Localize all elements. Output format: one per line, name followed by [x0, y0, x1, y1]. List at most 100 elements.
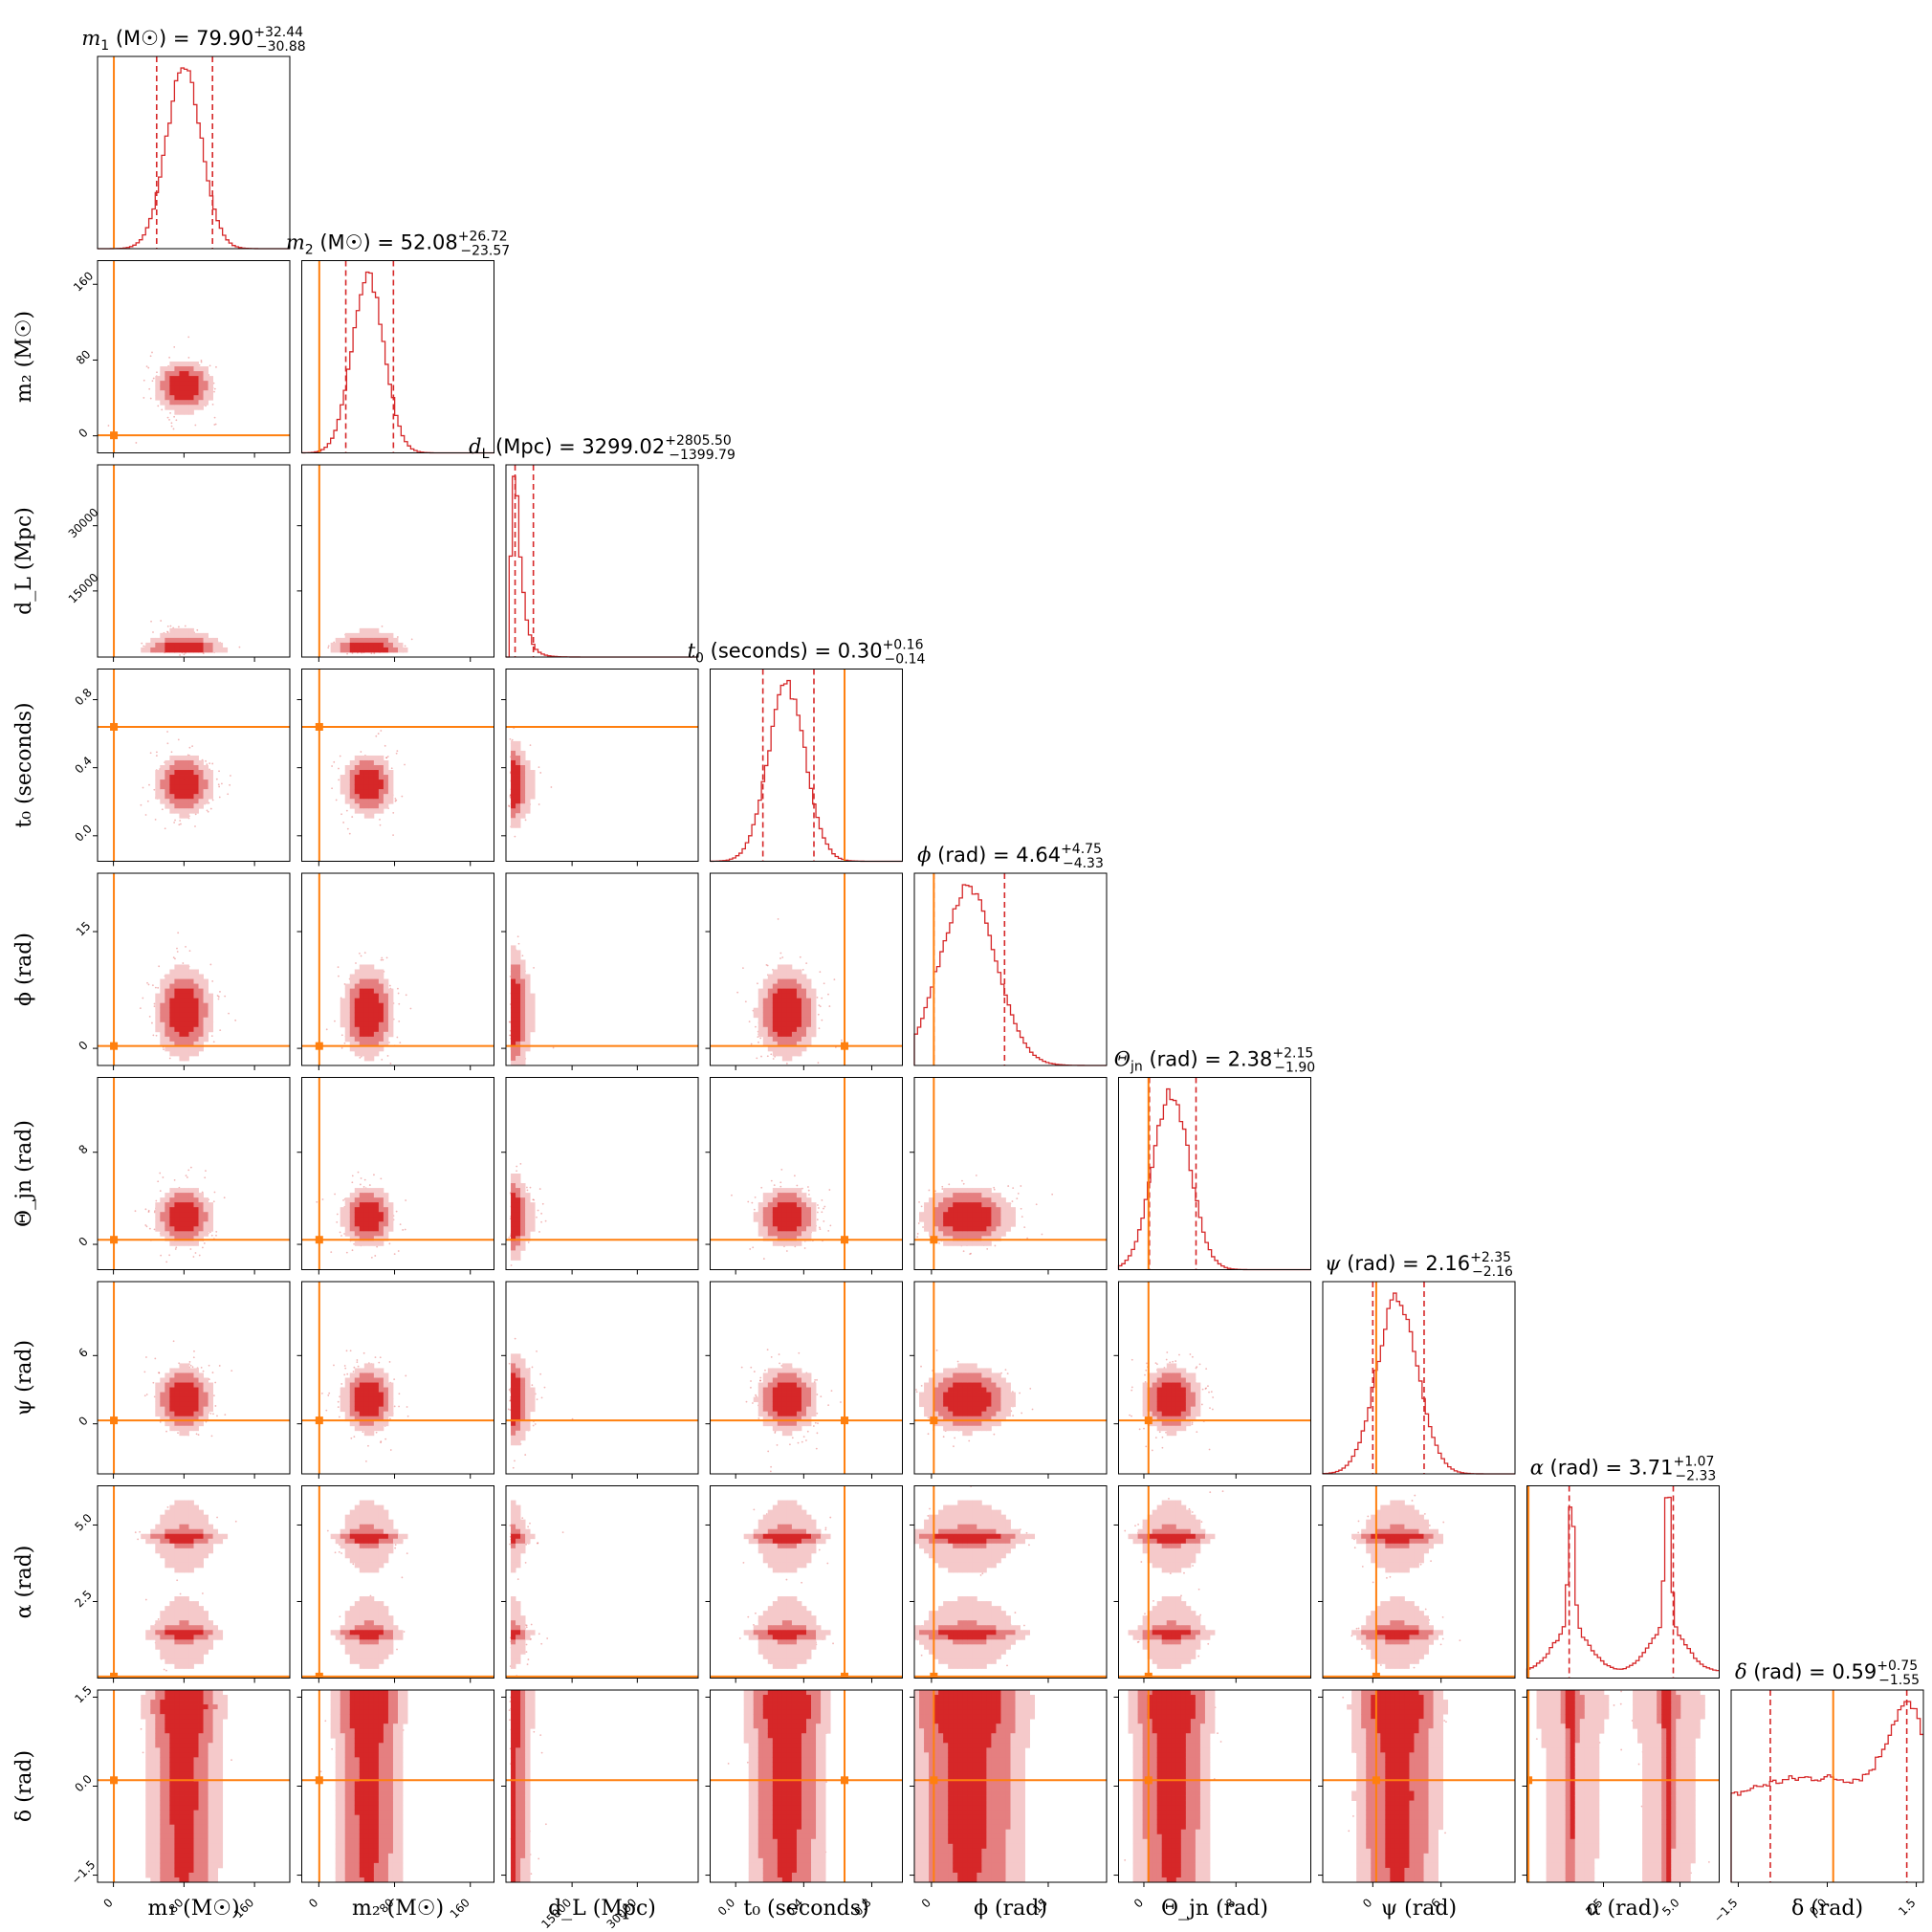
density-cell	[179, 1197, 185, 1203]
density-cell	[373, 1425, 380, 1432]
density-cell	[933, 1197, 939, 1203]
density-cell	[530, 1021, 536, 1028]
sample-point	[134, 1210, 137, 1213]
sample-point	[766, 1055, 769, 1058]
density-cell	[525, 988, 531, 995]
density-cell	[762, 993, 769, 999]
density-cell	[188, 376, 194, 382]
sample-point	[228, 1012, 230, 1015]
histogram-step-theta	[1117, 1087, 1311, 1271]
density-cell	[368, 770, 375, 776]
sample-point	[170, 422, 173, 425]
density-cell	[378, 784, 384, 790]
density-cell	[179, 1050, 185, 1057]
density-cell	[757, 1002, 764, 1009]
sample-point	[338, 779, 340, 781]
density-cell	[806, 1021, 812, 1028]
density-cell	[363, 1202, 370, 1208]
density-cell	[762, 1197, 769, 1203]
density-cell	[378, 1425, 384, 1432]
sample-point	[145, 1356, 147, 1358]
sample-point	[164, 827, 166, 830]
density-cell	[996, 1217, 1001, 1222]
density-cell	[169, 1416, 175, 1422]
density-cell	[165, 978, 170, 984]
density-cell	[530, 1212, 536, 1218]
density-cell	[203, 1007, 209, 1014]
sample-point	[539, 772, 542, 774]
density-cell	[208, 376, 213, 382]
density-cell	[174, 376, 180, 382]
density-cell	[530, 1226, 536, 1232]
density-cell	[165, 637, 170, 644]
density-cell	[368, 969, 375, 975]
density-cell	[378, 1396, 384, 1403]
density-cell	[363, 789, 370, 795]
density-cell	[198, 1026, 204, 1033]
density-cell	[145, 647, 151, 653]
density-cell	[193, 1007, 199, 1014]
density-cell	[179, 390, 185, 396]
density-cell	[373, 1207, 380, 1213]
density-cell	[188, 770, 194, 776]
sample-point	[195, 1433, 198, 1436]
density-cell	[193, 1012, 199, 1019]
density-cell	[516, 1217, 521, 1222]
density-cell	[160, 1226, 165, 1232]
sample-point	[513, 1095, 515, 1097]
density-cell	[359, 1197, 365, 1203]
density-cell	[184, 803, 189, 809]
density-cell	[525, 1217, 531, 1222]
density-cell	[203, 765, 209, 771]
sample-point	[363, 952, 366, 955]
density-cell	[383, 1231, 389, 1237]
density-cell	[516, 759, 521, 766]
sample-point	[975, 1175, 977, 1176]
density-cell	[373, 755, 380, 761]
sample-point	[211, 762, 214, 765]
density-cell	[1005, 1202, 1011, 1208]
sample-point	[176, 1066, 178, 1068]
density-cell	[368, 1231, 375, 1237]
density-cell	[363, 1036, 370, 1043]
density-cell	[786, 1045, 793, 1052]
sample-point	[145, 1225, 148, 1228]
density-cell	[757, 993, 764, 999]
density-cell	[198, 1212, 204, 1218]
density-cell	[791, 1236, 798, 1241]
density-cell	[368, 964, 375, 970]
density-cell	[349, 784, 356, 790]
density-cell	[986, 1193, 992, 1198]
density-cell	[373, 1416, 380, 1422]
density-cell	[368, 1416, 375, 1422]
sample-point	[178, 823, 181, 826]
sample-point	[358, 952, 361, 955]
density-cell	[368, 1207, 375, 1213]
density-cell	[383, 1217, 389, 1222]
density-cell	[344, 770, 351, 776]
density-cell	[349, 1197, 356, 1203]
density-cell	[806, 1002, 812, 1009]
density-cell	[767, 983, 774, 989]
density-cell	[203, 1002, 209, 1009]
density-cell	[373, 1202, 380, 1208]
density-cell	[184, 1221, 189, 1227]
density-cell	[520, 974, 526, 979]
density-cell	[801, 988, 807, 995]
density-cell	[188, 642, 194, 648]
density-cell	[188, 1007, 194, 1014]
density-cell	[392, 642, 399, 648]
density-cell	[169, 998, 175, 1004]
sample-point	[139, 1007, 142, 1010]
density-cell	[383, 642, 389, 648]
density-cell	[516, 789, 521, 795]
density-cell	[359, 988, 365, 995]
density-cell	[378, 1002, 384, 1009]
density-cell	[349, 1382, 356, 1388]
density-cell	[378, 974, 384, 979]
density-cell	[981, 1217, 987, 1222]
density-cell	[791, 988, 798, 995]
density-cell	[981, 1202, 987, 1208]
sample-point	[376, 1245, 379, 1248]
density-cell	[796, 1036, 802, 1043]
